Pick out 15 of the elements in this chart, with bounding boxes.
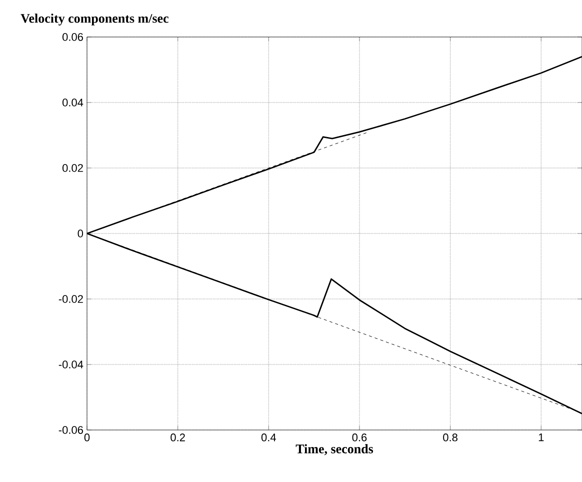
y-tick-label: 0.06 — [62, 33, 83, 41]
y-tick-label: -0.06 — [58, 426, 83, 434]
y-tick-label: -0.02 — [58, 295, 83, 303]
y-tick-label: -0.04 — [58, 360, 84, 368]
chart-title: Velocity components m/sec — [20, 14, 168, 26]
x-tick-label: 0.4 — [261, 434, 276, 442]
x-axis-title: Time, seconds — [296, 444, 374, 456]
x-tick-label: 0.2 — [170, 434, 185, 442]
x-tick-label: 1 — [538, 434, 544, 442]
y-tick-label: 0.04 — [62, 98, 84, 106]
y-tick-label: 0.02 — [62, 164, 83, 172]
y-tick-label: 0 — [78, 230, 84, 238]
x-tick-label: 0.8 — [443, 434, 458, 442]
x-tick-label: 0 — [84, 434, 90, 442]
x-tick-label: 0.6 — [352, 434, 367, 442]
